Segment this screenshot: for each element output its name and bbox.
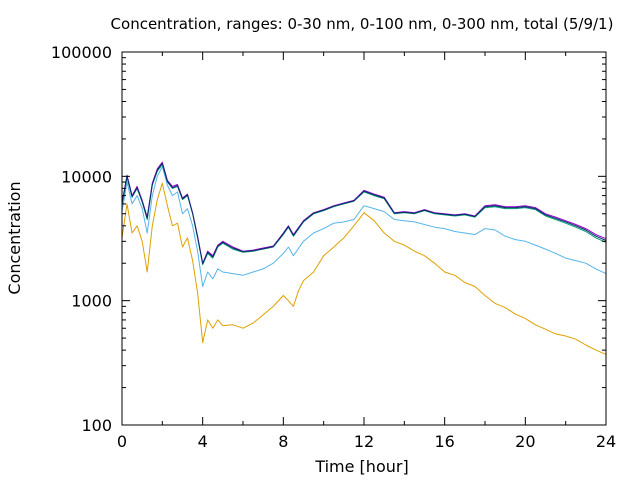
- y-tick-label: 100000: [51, 43, 112, 62]
- x-tick-label: 12: [354, 432, 374, 451]
- x-tick-label: 20: [515, 432, 535, 451]
- y-tick-label: 1000: [71, 292, 112, 311]
- chart-title: Concentration, ranges: 0-30 nm, 0-100 nm…: [111, 15, 614, 33]
- y-tick-label: 10000: [61, 167, 112, 186]
- y-tick-label: 100: [81, 416, 112, 435]
- series-line-5: [121, 162, 607, 265]
- x-axis-label: Time [hour]: [314, 457, 408, 476]
- x-tick-label: 0: [117, 432, 127, 451]
- x-tick-label: 8: [278, 432, 288, 451]
- x-tick-label: 16: [434, 432, 454, 451]
- series-line-3: [121, 163, 607, 266]
- x-tick-label: 24: [596, 432, 616, 451]
- series-line-2: [121, 166, 607, 287]
- series-line-1: [121, 182, 607, 355]
- y-axis-label: Concentration: [5, 181, 24, 294]
- x-tick-label: 4: [198, 432, 208, 451]
- axis-ticks: 0 4 8 12 16 20 24 100 1000 10000 100000: [51, 43, 616, 451]
- series-layer: [121, 161, 607, 355]
